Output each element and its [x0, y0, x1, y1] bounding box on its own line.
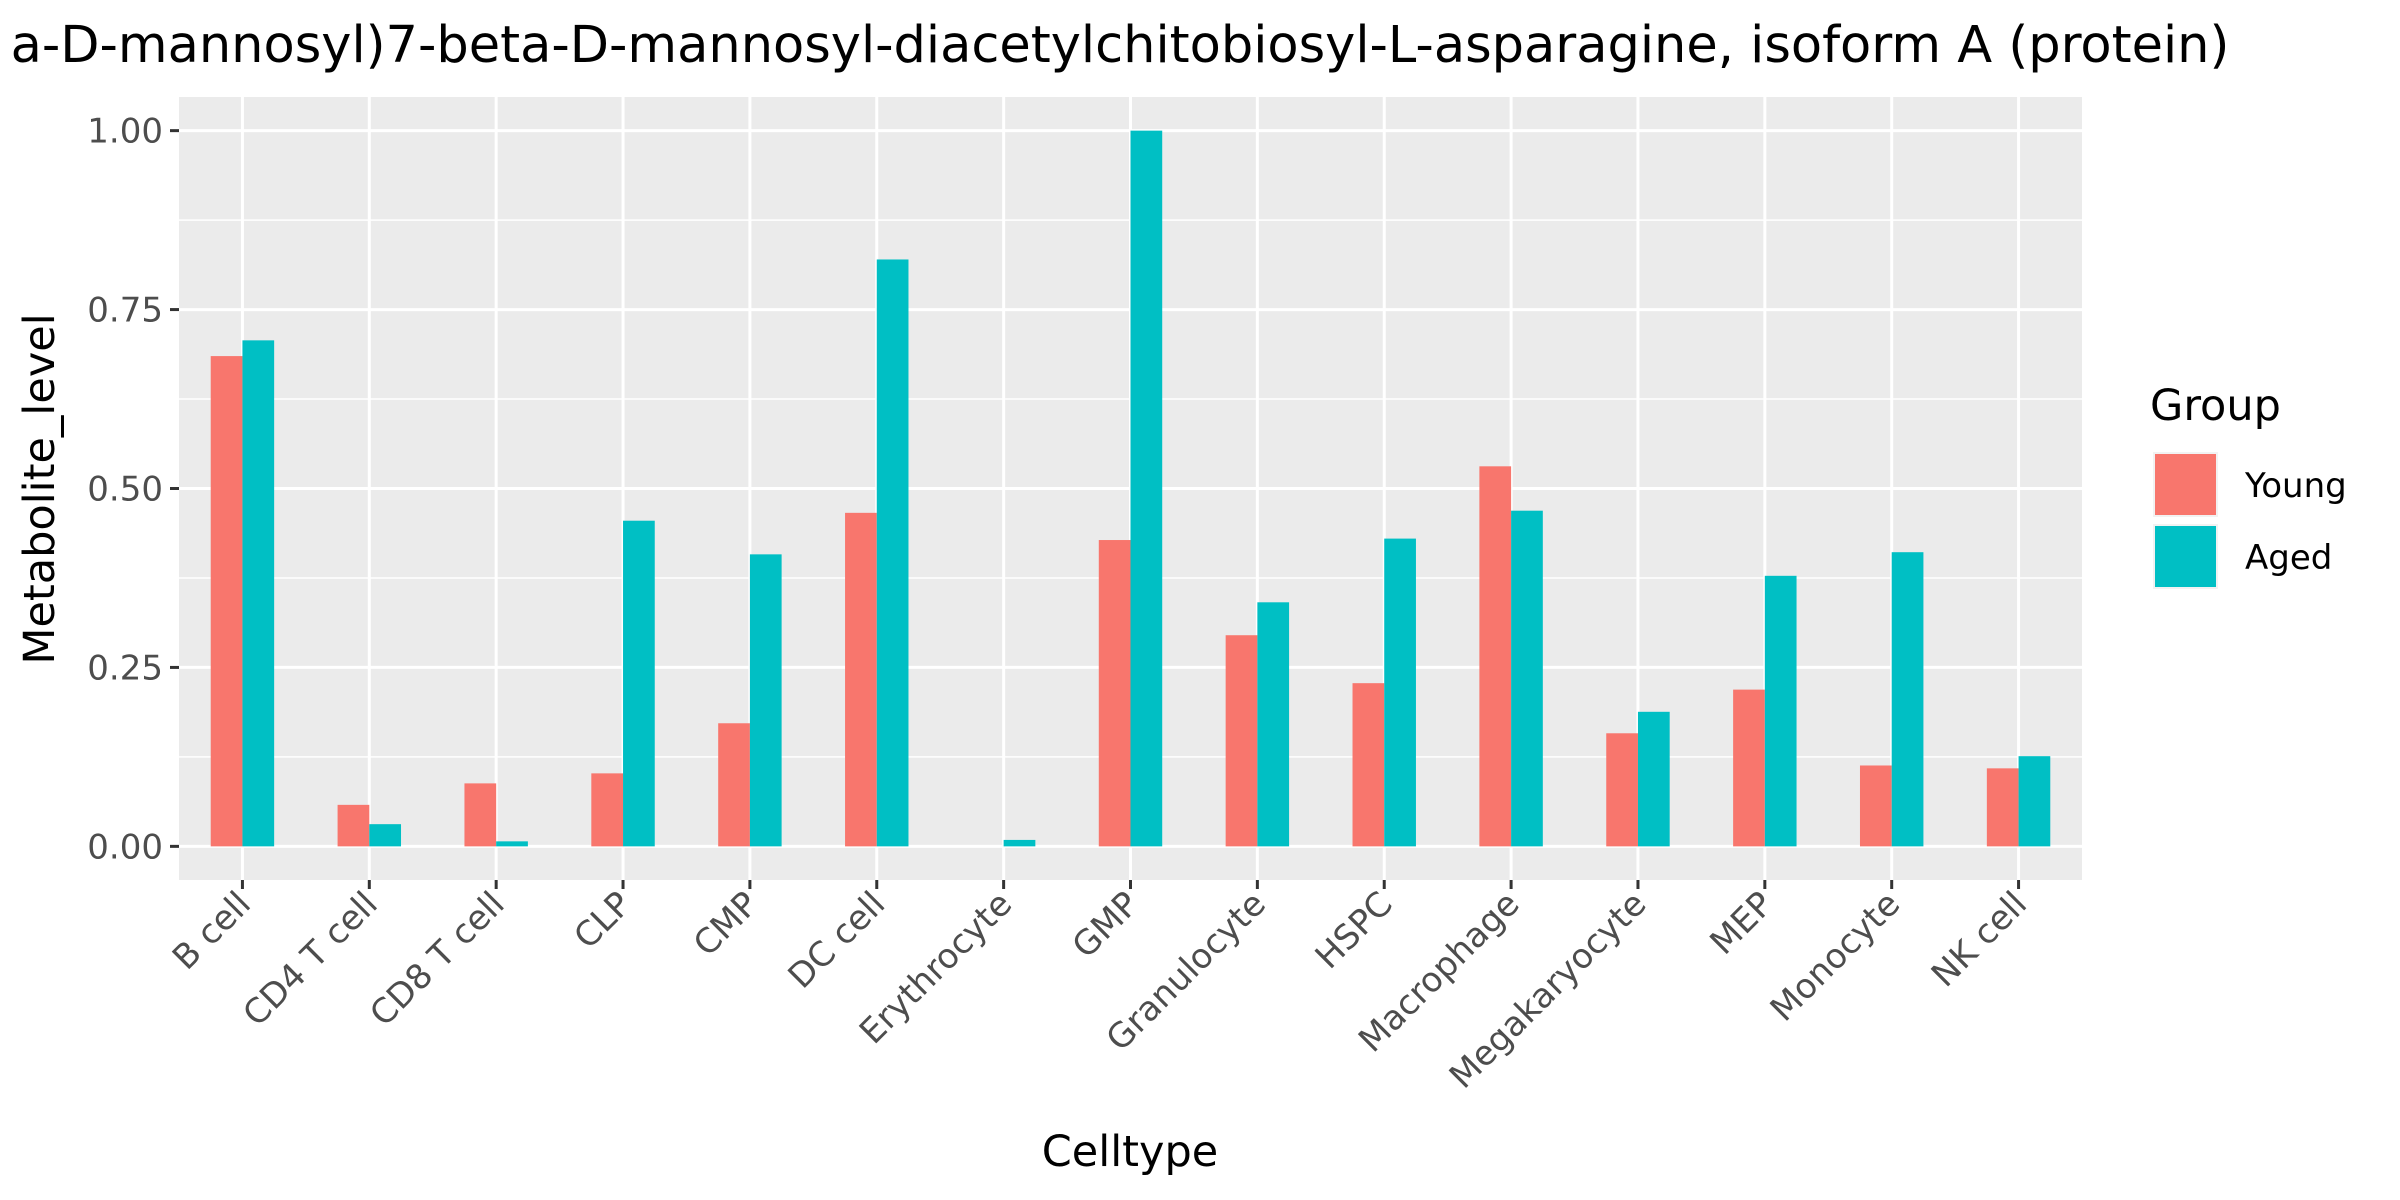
bar-young — [718, 723, 750, 847]
x-tick-label: CD8 T cell — [362, 884, 512, 1034]
bar-aged — [1003, 839, 1036, 847]
bar-young — [1098, 540, 1131, 847]
bar-young — [1733, 689, 1765, 847]
x-tick-label: MEP — [1702, 884, 1781, 963]
x-tick-label: HSPC — [1308, 884, 1401, 977]
x-tick-label: CMP — [686, 884, 766, 964]
x-tick-label: CD4 T cell — [235, 884, 385, 1034]
bar-young — [1606, 733, 1638, 847]
y-axis: 0.00 0.25 0.50 0.75 1.00 — [87, 112, 179, 867]
y-tick-label: 1.00 — [87, 112, 163, 152]
bar-aged — [496, 841, 528, 847]
legend-key-young — [2155, 454, 2216, 515]
bar-aged — [749, 554, 782, 847]
bar-young — [1859, 765, 1892, 847]
bars — [210, 130, 2051, 847]
legend-key-aged — [2155, 526, 2216, 587]
legend-title: Group — [2150, 381, 2281, 431]
y-tick-label: 0.75 — [87, 291, 163, 331]
x-tick-label: DC cell — [781, 884, 894, 997]
bar-aged — [1130, 130, 1163, 847]
bar-aged — [623, 520, 655, 847]
bar-aged — [1891, 552, 1924, 847]
bar-young — [337, 804, 370, 847]
bar-young — [1479, 466, 1512, 847]
bar-aged — [1511, 510, 1543, 847]
bar-aged — [1257, 602, 1290, 847]
x-tick-label: CLP — [566, 884, 639, 957]
bar-aged — [2018, 756, 2051, 847]
y-tick-label: 0.25 — [87, 648, 163, 688]
y-tick-label: 0.00 — [87, 827, 163, 867]
bar-young — [210, 356, 243, 847]
bar-young — [464, 783, 497, 847]
legend-label-young: Young — [2244, 466, 2347, 506]
y-tick-label: 0.50 — [87, 470, 163, 510]
x-tick-label: NK cell — [1924, 884, 2035, 995]
x-tick-label: GMP — [1065, 884, 1147, 966]
chart-title: a-D-mannosyl)7-beta-D-mannosyl-diacetylc… — [11, 16, 2230, 75]
bar-aged — [1384, 538, 1416, 847]
bar-young — [1225, 635, 1258, 847]
bar-young — [1986, 768, 2019, 847]
bar-aged — [369, 824, 402, 847]
bar-aged — [876, 259, 909, 847]
bar-aged — [1764, 575, 1797, 847]
bar-aged — [1637, 711, 1670, 847]
bar-aged — [242, 340, 275, 847]
bar-young — [845, 512, 877, 847]
bar-young — [1352, 683, 1385, 847]
legend-label-aged: Aged — [2245, 538, 2332, 578]
legend: Group Young Aged — [2150, 381, 2347, 589]
x-tick-label: B cell — [165, 884, 259, 978]
bar-young — [591, 773, 624, 847]
x-axis-title: Celltype — [1042, 1127, 1218, 1177]
y-axis-title: Metabolite_level — [15, 313, 65, 664]
x-tick-label: Monocyte — [1763, 884, 1908, 1029]
